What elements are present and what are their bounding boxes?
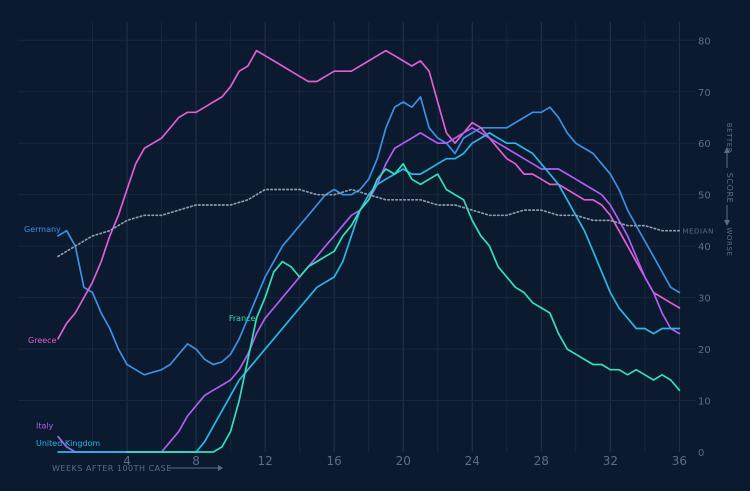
median-label: MEDIAN — [682, 228, 714, 236]
x-tick-label-24: 24 — [465, 454, 480, 468]
series-label-italy: Italy — [36, 422, 54, 431]
x-axis-arrow-head — [218, 465, 223, 471]
y-tick-label-50: 50 — [698, 191, 711, 202]
y-worse-label: WORSE — [725, 227, 733, 256]
series-label-france: France — [229, 314, 256, 323]
x-tick-label-4: 4 — [123, 454, 131, 468]
x-tick-label-36: 36 — [672, 454, 687, 468]
series-line-france — [126, 162, 681, 453]
y-tick-label-0: 0 — [698, 448, 704, 459]
y-tick-label-30: 30 — [698, 294, 711, 305]
series-labels: Germany Greece Italy United Kingdom France ME… — [24, 225, 714, 448]
series-lines — [57, 49, 681, 453]
y-tick-label-20: 20 — [698, 345, 711, 356]
x-tick-label-8: 8 — [192, 454, 200, 468]
x-tick-label-28: 28 — [534, 454, 549, 468]
y-up-arrow-head — [724, 147, 730, 153]
x-tick-label-16: 16 — [327, 454, 342, 468]
grid-lines — [18, 22, 696, 452]
x-tick-label-32: 32 — [603, 454, 618, 468]
x-axis-label: WEEKS AFTER 100TH CASE — [52, 464, 172, 473]
series-line-greece — [57, 49, 681, 340]
y-tick-label-40: 40 — [698, 242, 711, 253]
series-label-greece: Greece — [28, 336, 57, 345]
series-label-united-kingdom: United Kingdom — [36, 439, 100, 448]
series-label-germany: Germany — [24, 225, 61, 234]
y-tick-label-10: 10 — [698, 397, 711, 408]
y-down-arrow-head — [724, 220, 730, 226]
y-tick-label-70: 70 — [698, 88, 711, 99]
y-axis-label: SCORE — [725, 173, 734, 204]
series-line-germany — [57, 96, 681, 376]
y-axis-caption: BETTER SCORE WORSE — [724, 123, 734, 257]
x-tick-label-20: 20 — [396, 454, 411, 468]
y-tick-label-60: 60 — [698, 139, 711, 150]
x-tick-label-12: 12 — [257, 454, 272, 468]
series-line-median — [57, 188, 681, 258]
y-better-label: BETTER — [725, 123, 733, 154]
axes: 4 8 12 16 20 24 28 32 36 0 10 20 30 40 50 60 70 80 WEEKS A… — [52, 36, 734, 473]
y-tick-label-80: 80 — [698, 36, 711, 47]
